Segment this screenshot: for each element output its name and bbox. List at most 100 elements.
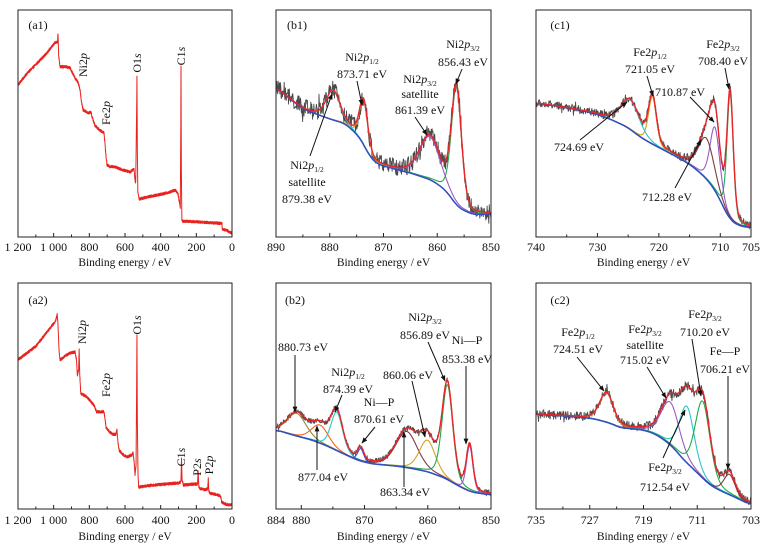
x-tick-label: 720: [650, 240, 668, 254]
x-axis-label: Binding energy / eV: [337, 257, 431, 269]
x-tick-label: 200: [187, 240, 205, 254]
panel-label: (a2): [28, 293, 47, 307]
peak-label-orbital: s: [130, 315, 144, 320]
annotation-subscript: 1/2: [657, 52, 667, 61]
axes-frame: [275, 282, 492, 510]
annotation-orbital: p: [463, 37, 470, 51]
annotation-line: 874.39 eV: [323, 382, 373, 396]
peak-label-orbital: s: [174, 447, 188, 452]
x-tick-label: 1 000: [40, 240, 67, 254]
peak-label: Fe2p: [99, 373, 113, 397]
x-tick-label: 800: [80, 513, 98, 527]
x-tick-label: 711: [688, 513, 706, 527]
x-tick-label: 860: [419, 513, 437, 527]
x-tick-label: 884: [267, 513, 285, 527]
annotation-orbital: p: [420, 72, 427, 86]
x-tick-label: 850: [482, 240, 500, 254]
annotation-line: Ni2p3/2: [446, 37, 480, 53]
x-tick-label: 730: [588, 240, 606, 254]
x-tick-label: 705: [742, 240, 760, 254]
annotation-line: Ni—P: [452, 333, 483, 347]
peak-label: P2s: [190, 458, 204, 476]
annotation-text: satellite: [288, 175, 325, 189]
peak-label-orbital: p: [99, 101, 113, 108]
annotation-orbital: p: [645, 322, 652, 336]
peak-label-element: Fe2: [99, 379, 113, 397]
fit-component-line: [536, 95, 751, 228]
annotation-subscript: 3/2: [730, 44, 740, 53]
annotation-arrow: [309, 93, 333, 157]
peak-annotation: Ni—P 853.38 eV: [442, 333, 492, 445]
annotation-line: Ni2p3/2: [408, 310, 442, 326]
annotation-line: Ni2p1/2: [331, 365, 365, 381]
annotation-arrow: [356, 80, 364, 106]
annotation-orbital: p: [425, 310, 432, 324]
annotation-subscript: 3/2: [652, 329, 662, 338]
x-tick-label: 740: [527, 240, 545, 254]
annotation-arrow: [662, 409, 686, 459]
annotation-text: 874.39 eV: [323, 382, 373, 396]
annotation-line: 870.61 eV: [354, 412, 404, 426]
annotation-line: 873.71 eV: [337, 67, 387, 81]
annotation-arrow: [579, 101, 628, 141]
axes-frame: [535, 9, 752, 238]
annotation-line: Ni—P: [364, 395, 395, 409]
annotation-text: 721.05 eV: [625, 62, 675, 76]
annotation-line: Ni2p1/2: [290, 158, 324, 174]
annotation-text: 856.89 eV: [400, 328, 450, 342]
annotation-text: satellite: [626, 338, 663, 352]
annotation-line: Ni2p3/2: [403, 72, 437, 88]
peak-label-element: C1: [174, 452, 188, 466]
annotation-line: 710.87 eV: [655, 85, 705, 99]
annotation-arrow: [334, 394, 343, 413]
survey-spectrum-line: [18, 33, 232, 235]
annotation-subscript: 1/2: [369, 57, 379, 66]
annotation-line: Ni2p1/2: [345, 50, 379, 66]
x-tick-label: 400: [152, 240, 170, 254]
annotation-text: 853.38 eV: [442, 352, 492, 366]
annotation-text: Ni2: [331, 365, 349, 379]
annotation-line: 712.54 eV: [640, 480, 690, 494]
peak-label-element: O1: [130, 320, 144, 335]
panel-label: (b2): [285, 293, 305, 307]
x-tick-label: 710: [711, 240, 729, 254]
annotation-text: Fe2: [561, 325, 579, 339]
annotation-text: Fe—P: [710, 344, 741, 358]
annotation-line: Fe2p3/2: [648, 460, 682, 476]
panel-label: (c1): [550, 18, 569, 32]
annotation-line: 860.06 eV: [383, 368, 433, 382]
annotation-text: 710.20 eV: [680, 325, 730, 339]
peak-annotation: Fe2p3/2 712.54 eV: [640, 409, 690, 494]
peak-annotation: Fe2p3/2 710.20 eV: [680, 307, 730, 397]
annotation-arrow: [414, 116, 428, 136]
annotation-text: 710.87 eV: [655, 85, 705, 99]
annotation-line: 721.05 eV: [625, 62, 675, 76]
annotation-text: Ni2: [446, 37, 464, 51]
peak-annotation: 724.69 eV: [554, 101, 628, 154]
annotation-line: 856.89 eV: [400, 328, 450, 342]
annotation-text: 712.28 eV: [642, 190, 692, 204]
x-tick-label: 880: [292, 513, 310, 527]
envelope-fit-line: [276, 82, 491, 214]
annotation-arrow: [361, 426, 376, 444]
annotation-line: 879.38 eV: [282, 192, 332, 206]
background-line: [276, 429, 491, 496]
annotation-line: 877.04 eV: [298, 470, 348, 484]
annotation-text: 863.34 eV: [380, 485, 430, 499]
peak-label: Ni2p: [75, 320, 89, 344]
annotation-text: Ni2: [290, 158, 308, 172]
fit-component-line: [536, 98, 751, 228]
peak-annotation: 710.87 eV: [655, 85, 715, 123]
peak-label-orbital: s: [174, 46, 188, 51]
annotation-text: Fe2: [706, 37, 724, 51]
annotation-text: Fe2: [688, 307, 706, 321]
peak-label-orbital: s: [130, 53, 144, 58]
annotation-line: Fe—P: [710, 344, 741, 358]
